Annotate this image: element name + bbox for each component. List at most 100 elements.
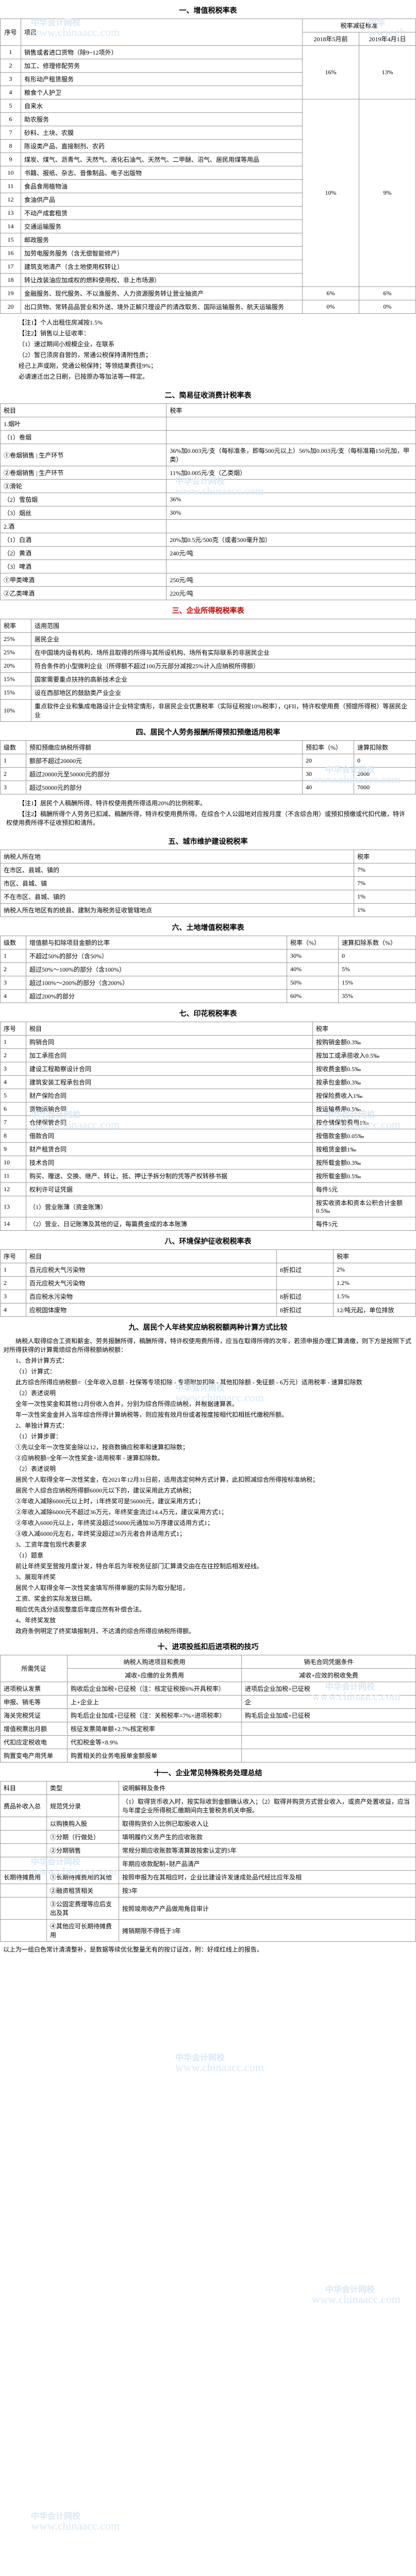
section-9-title: 九、居民个人年终奖应纳税税额两种计算方式比较	[0, 1317, 416, 1335]
table-cell: 25%	[1, 646, 31, 659]
table-cell: （1）营业账薄（资金账簿）	[26, 1196, 313, 1217]
consumption-tax-table: 税目 税率 1.烟叶（1）卷烟①卷烟销售 | 生产环节36%加0.003元/支（…	[0, 403, 416, 600]
table-cell: 7000	[354, 781, 416, 794]
col-type: 类型	[47, 1782, 119, 1795]
table-cell: ③滑轮	[1, 480, 167, 493]
table-cell: （2）雪茄烟	[1, 493, 167, 506]
individual-prewithhold-table: 级数 预扣预缴应纳税所得额 预扣率（%） 速算扣除数 1额部不超过20000元2…	[0, 740, 416, 794]
table-cell: 8折扣过	[277, 1303, 334, 1317]
row-item: 不动产成套租赁	[21, 207, 303, 220]
paragraph: 纳税人取得综合工资和薪金、劳务报酬所得，稿酬所得，特许权使用费所得，应当在取得所…	[0, 1335, 416, 1355]
paragraph: 此方综合所得应纳税额=（全年收入总额 - 社保等专项扣除 - 专项附加扣除 - …	[0, 1377, 416, 1387]
table-cell: 按3年	[119, 1884, 416, 1897]
table-cell	[1, 1817, 47, 1831]
table-cell: 按租赁金额1‰	[313, 1143, 416, 1156]
table-cell: 20%	[1, 659, 31, 673]
table-cell: 超过20000元至50000元的部分	[26, 768, 303, 781]
row-seq: 11	[1, 180, 21, 193]
table-cell: 2	[1, 1277, 26, 1290]
table-cell	[1, 1844, 47, 1857]
table-cell: 7	[1, 1116, 26, 1129]
table-cell: 3	[1, 1062, 26, 1076]
table-cell: 常规分期应收账款等清算故按索认定的5年	[119, 1844, 416, 1857]
table-cell: 年期应收款配制+财产品清产	[119, 1857, 416, 1871]
table-cell: 1.烟叶	[1, 417, 167, 431]
section-6-title: 六、土地增值税税率表	[0, 917, 416, 936]
table-cell: 20	[303, 754, 354, 768]
row-item: 交通运输服务	[21, 220, 303, 233]
paragraph: 2、单独计算方式：	[0, 1420, 416, 1431]
section-7-title: 七、印花税税率表	[0, 1003, 416, 1022]
table-cell: 0	[339, 950, 416, 963]
rate-left: 16%	[302, 46, 359, 99]
table-cell: 15%	[1, 673, 31, 686]
note-line: 【注2】销售以上征收率：	[3, 328, 413, 338]
table-cell: 费品补收入总	[1, 1795, 47, 1817]
table-cell: 40	[303, 781, 354, 794]
table-cell: 2	[1, 1049, 26, 1062]
row-seq: 2	[1, 59, 21, 73]
table-cell: ④其他应可长期待摊费用	[47, 1920, 119, 1942]
table-cell: 按所载金额0.3‰	[313, 1156, 416, 1170]
table-cell: 8折扣过	[277, 1290, 334, 1303]
table-cell: 按运输费用0.5‰	[313, 1103, 416, 1116]
table-cell: 符合条件的小型微利企业（所得额不超过100万元部分减按25%计入应纳税所得额）	[31, 659, 416, 673]
col-seq: 序号	[1, 1250, 26, 1263]
table-cell: 3	[1, 1290, 26, 1303]
row-item: 助农服务	[21, 113, 303, 126]
table-cell	[242, 1722, 416, 1736]
table-cell: 权利许可证凭据	[26, 1183, 313, 1196]
col-sell: 销毛合同凭据条件	[242, 1655, 416, 1669]
paragraph: ②年收入6000元以上，年终奖没超过56000元通加30万序建议适用方式1；	[0, 1517, 416, 1528]
row-seq: 12	[1, 193, 21, 207]
rate-left: 6%	[302, 287, 359, 300]
table-cell: 按收费金额0.5‰	[313, 1062, 416, 1076]
row-item: 有形动产租赁服务	[21, 73, 303, 86]
table-cell: 超过50%～100%的部分（含100%）	[26, 963, 287, 976]
note-line: 【注1】居民个人稿酬所得、特许权使用费所得适用20%的比例税率。	[3, 798, 413, 808]
row-seq: 10	[1, 166, 21, 180]
row-seq: 14	[1, 220, 21, 233]
note-line: 【注2】稿酬所得个人劳务已扣减、稿酬所得，特许权使用费所得。在综合个人公园地对应…	[3, 808, 413, 828]
section-11-title: 十一、企业常见特殊税务处理总结	[0, 1762, 416, 1781]
col-sub	[277, 1250, 334, 1263]
table-cell: 250元/吨	[167, 573, 416, 587]
watermark: 中华会计网校	[325, 2282, 375, 2295]
watermark: www.chinaacc.com	[312, 2293, 401, 2306]
table-cell: 超过100%～200%的部分（含200%）	[26, 976, 287, 990]
table-cell	[1, 1897, 47, 1920]
row-seq: 20	[1, 300, 21, 314]
table-cell: 百元应税大气污染物	[26, 1277, 277, 1290]
table-cell: 核征发票简单额+2.7%核定税率	[68, 1722, 242, 1736]
row-item: 书籍、报纸、杂志、音像制品、电子出版物	[21, 166, 303, 180]
row-item: 加工、修理修配劳务	[21, 59, 303, 73]
table-cell: 按借款金额0.05‰	[313, 1129, 416, 1143]
table-cell: 企	[242, 1696, 416, 1709]
table-cell: 购销合同	[26, 1036, 313, 1049]
table-cell: 居民企业	[31, 633, 416, 646]
paragraph: 3、工资年度包现代表要求	[0, 1539, 416, 1550]
env-tax-table: 序号 税目 税率 1百元应税大气污染物8折扣过2%2百元应税大气污染物1.2%3…	[0, 1249, 416, 1317]
row-seq: 3	[1, 73, 21, 86]
col-ratio: 增值额与扣除项目金额的比率	[26, 936, 287, 950]
paragraph: 前让年终奖至营按月度计发，特合年后为年税务征部门汇算清交由在在往控制后相发经线。	[0, 1561, 416, 1571]
row-item: 加劳电服务服务（含无偿智能修产）	[21, 247, 303, 260]
table-cell: 不超过50%的部分（含50%）	[26, 950, 287, 963]
table-cell: 1%	[354, 890, 416, 904]
table-cell: 9	[1, 1143, 26, 1156]
col-rate: 税率	[334, 1250, 416, 1263]
input-deduct-table: 所需凭证 纳税人购进项目和费用 销毛合同凭据条件 减收+应缴的业务费用 减收+应…	[0, 1655, 416, 1762]
table-cell: 技术合同	[26, 1156, 313, 1170]
table-cell: 财产租赁合同	[26, 1143, 313, 1156]
table-cell	[1, 1884, 47, 1897]
table-cell: 借款合同	[26, 1129, 313, 1143]
table-cell: 1%	[354, 904, 416, 917]
col-item: 税目	[26, 1022, 313, 1036]
row-seq: 13	[1, 207, 21, 220]
table-cell: 上+企业上	[68, 1696, 242, 1709]
table-cell: 10%	[1, 700, 31, 722]
table-cell	[242, 1749, 416, 1762]
table-cell: 进项税认发票	[1, 1682, 68, 1696]
table-cell: （1）取得货币收入时，按实际收到金额确认收入；（2）取得并购货方式营业收入，或资…	[119, 1795, 416, 1817]
table-cell: 不在市区、县城、镇的	[1, 890, 354, 904]
